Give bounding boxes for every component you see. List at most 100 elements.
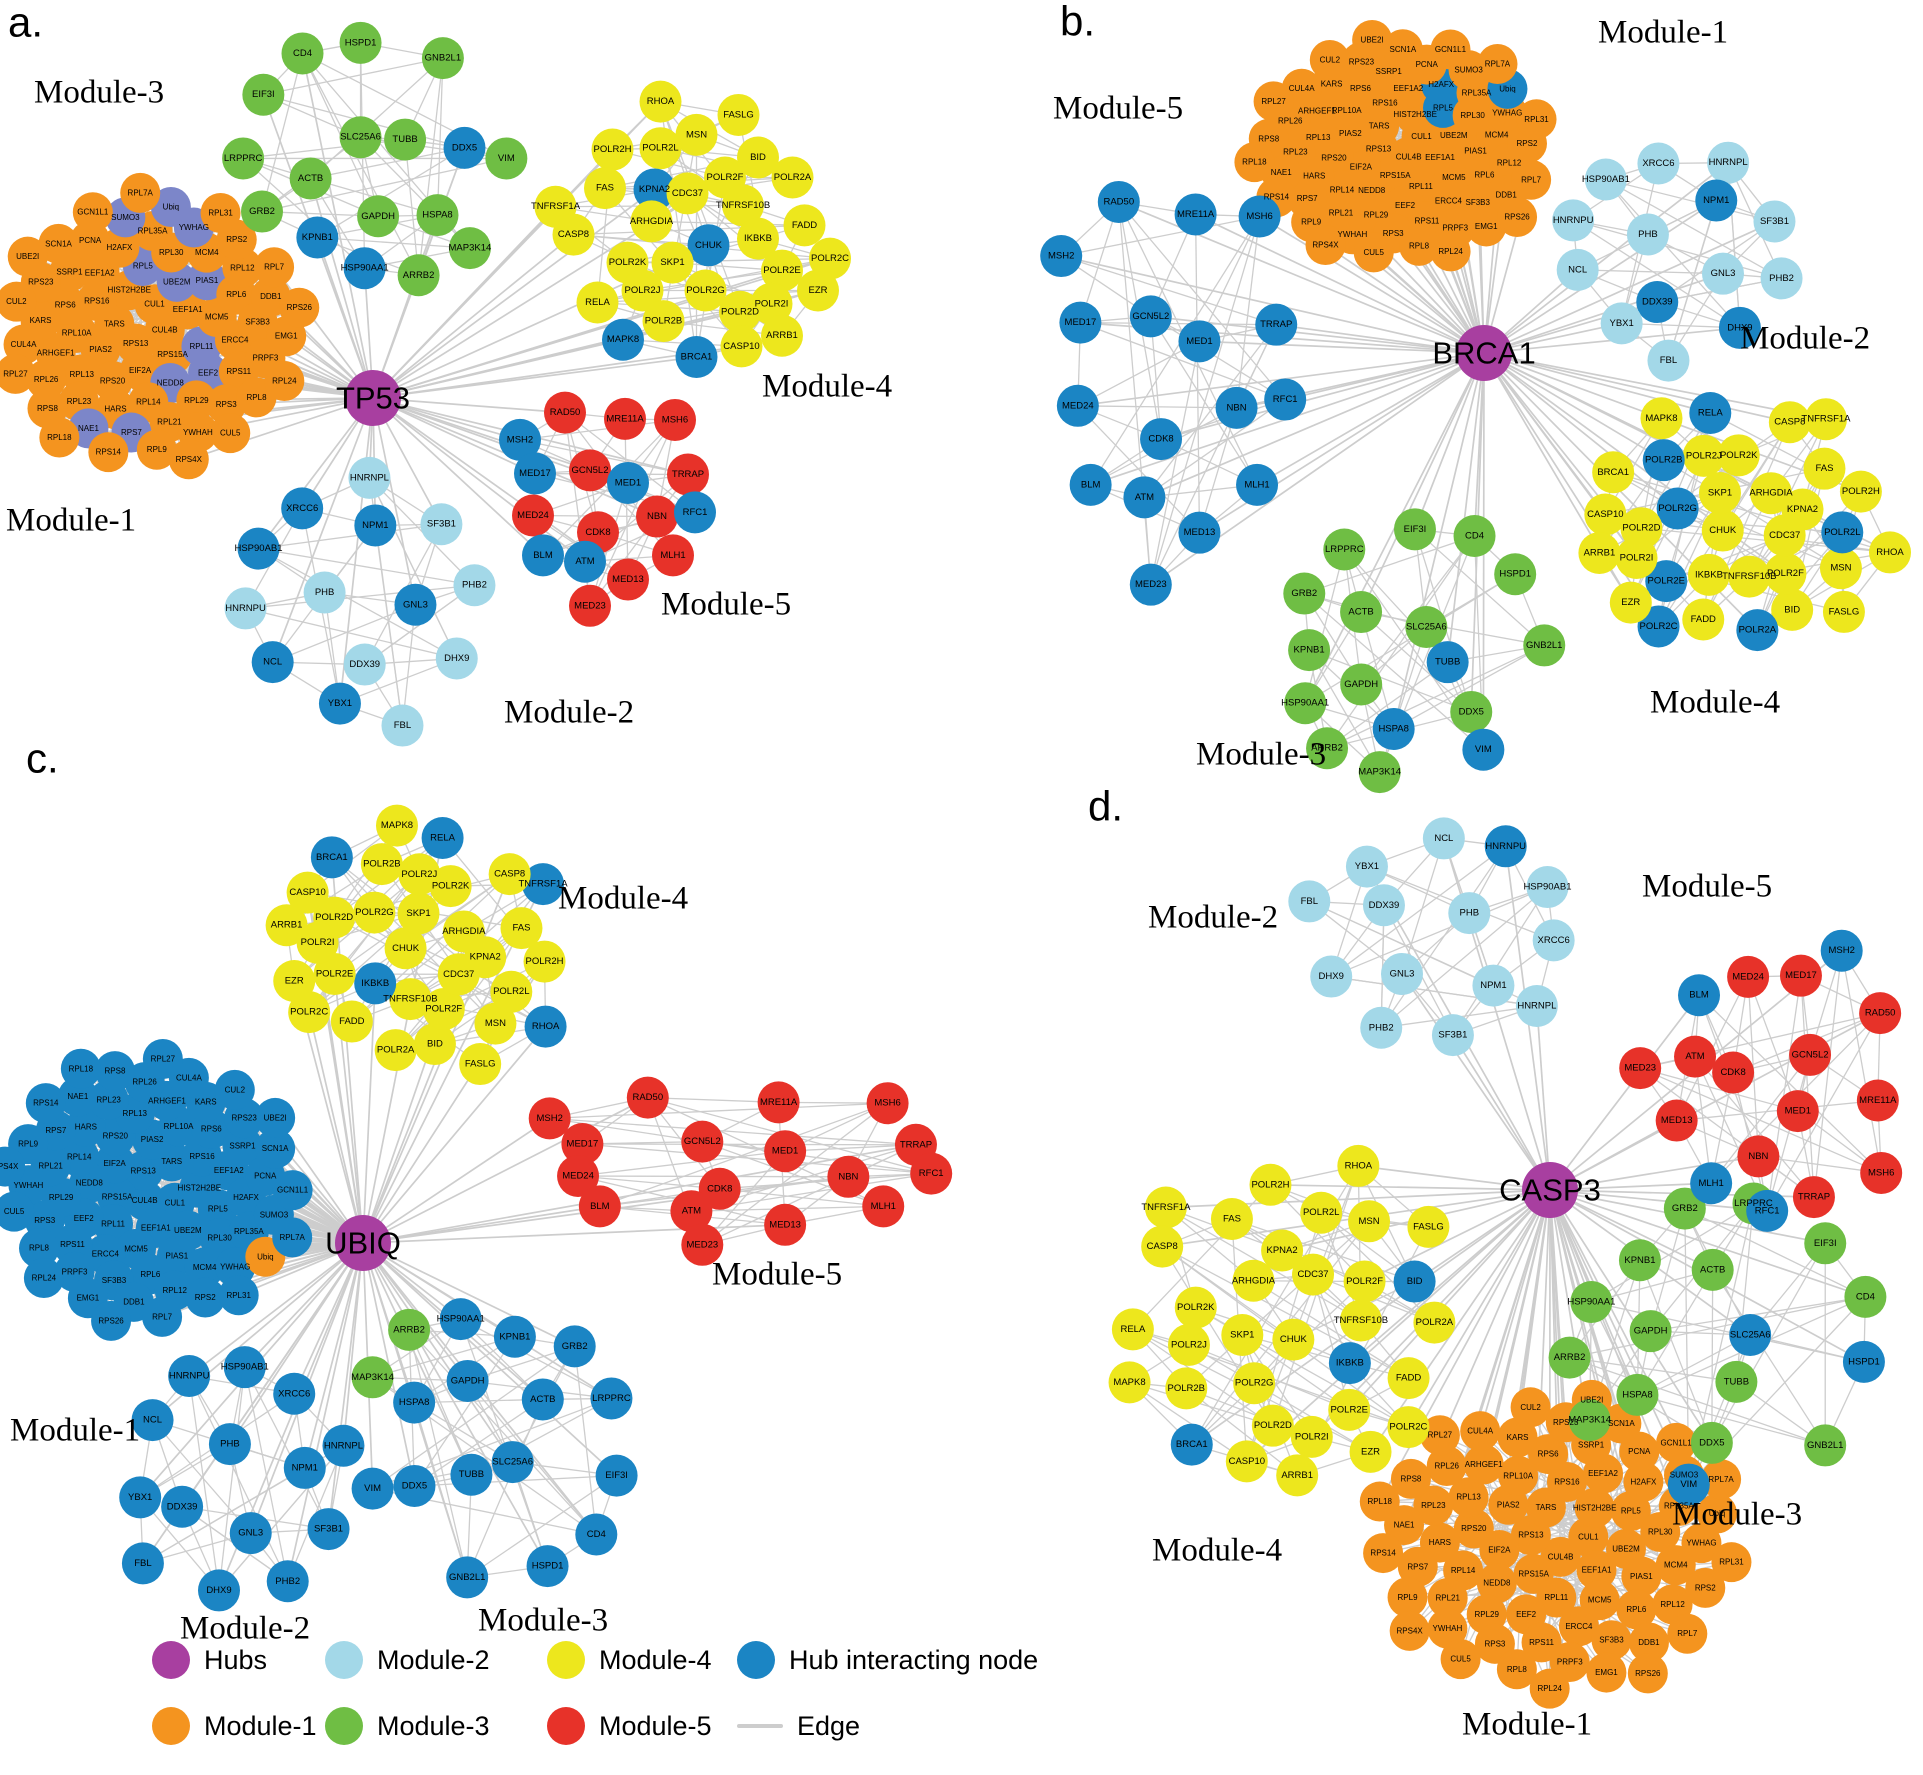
node-GRB2[interactable]: [1283, 572, 1326, 615]
hub-TP53[interactable]: [345, 370, 401, 426]
node-EIF3I[interactable]: [595, 1454, 638, 1497]
node-POLR2I[interactable]: [1290, 1415, 1333, 1458]
node-TNFRSF1A[interactable]: [1144, 1186, 1187, 1229]
node-POLR2F[interactable]: [1343, 1260, 1386, 1303]
node-CASP10[interactable]: [1225, 1440, 1268, 1483]
node-RPL18[interactable]: [60, 1048, 101, 1089]
node-NPM1[interactable]: [283, 1446, 326, 1489]
node-CUL4A[interactable]: [1460, 1411, 1501, 1452]
node-POLR2H[interactable]: [1839, 470, 1882, 513]
hub-BRCA1[interactable]: [1456, 325, 1512, 381]
node-ARHGEF1[interactable]: [1463, 1444, 1504, 1485]
node-EMG1[interactable]: [1466, 206, 1507, 247]
node-POLR2E[interactable]: [313, 953, 356, 996]
node-RPL18[interactable]: [1359, 1481, 1400, 1522]
node-SF3B1[interactable]: [1753, 200, 1796, 243]
node-RPL9[interactable]: [1387, 1577, 1428, 1618]
node-POLR2J[interactable]: [398, 853, 441, 896]
node-MED23[interactable]: [569, 584, 611, 627]
node-RPL7[interactable]: [254, 247, 295, 288]
node-SCN1A[interactable]: [38, 223, 79, 264]
node-EMG1[interactable]: [1586, 1652, 1627, 1693]
node-PHB[interactable]: [208, 1423, 251, 1466]
node-GAPDH[interactable]: [357, 195, 400, 238]
node-RPL27[interactable]: [1253, 81, 1294, 122]
node-POLR2I[interactable]: [296, 921, 339, 964]
node-FAS[interactable]: [584, 167, 626, 210]
node-POLR2A[interactable]: [1736, 609, 1779, 652]
node-RPL8[interactable]: [19, 1228, 60, 1269]
node-SF3B1[interactable]: [420, 503, 463, 546]
node-MLH1[interactable]: [1236, 463, 1279, 506]
node-MED23[interactable]: [681, 1223, 724, 1266]
node-EZR[interactable]: [1349, 1430, 1392, 1473]
node-IKBKB[interactable]: [1687, 553, 1730, 596]
node-HSPD1[interactable]: [339, 21, 382, 64]
node-RPL7[interactable]: [142, 1296, 183, 1337]
node-BRCA1[interactable]: [310, 836, 353, 879]
node-BID[interactable]: [737, 136, 779, 179]
node-RPL24[interactable]: [1430, 231, 1471, 272]
node-RPL31[interactable]: [1711, 1542, 1752, 1583]
node-POLR2H[interactable]: [591, 128, 634, 171]
node-HSP90AA1[interactable]: [343, 247, 386, 290]
node-HSPD1[interactable]: [1842, 1340, 1885, 1383]
node-POLR2H[interactable]: [1249, 1163, 1292, 1206]
node-POLR2B[interactable]: [1642, 439, 1685, 482]
node-VIM[interactable]: [485, 137, 528, 180]
node-POLR2D[interactable]: [719, 290, 761, 333]
node-RPL8[interactable]: [1496, 1649, 1537, 1690]
node-LRPPRC[interactable]: [1323, 528, 1366, 571]
node-RHOA[interactable]: [639, 80, 682, 123]
node-ARRB2[interactable]: [1306, 727, 1349, 770]
node-ARHGDIA[interactable]: [1232, 1259, 1275, 1302]
node-NCL[interactable]: [131, 1399, 174, 1442]
node-MED1[interactable]: [607, 461, 649, 504]
node-XRCC6[interactable]: [1637, 142, 1680, 185]
node-PHB2[interactable]: [266, 1560, 309, 1603]
node-DDX5[interactable]: [393, 1464, 436, 1507]
node-GRB2[interactable]: [1663, 1187, 1706, 1230]
node-POLR2I[interactable]: [1615, 536, 1658, 579]
node-ARHGDIA[interactable]: [1750, 472, 1793, 515]
node-MED17[interactable]: [1779, 954, 1822, 997]
node-POLR2L[interactable]: [639, 127, 682, 170]
node-SF3B1[interactable]: [307, 1508, 350, 1551]
node-GNB2L1[interactable]: [421, 37, 464, 80]
node-SCN1A[interactable]: [255, 1128, 296, 1169]
node-BLM[interactable]: [1678, 974, 1721, 1017]
node-MAP3K14[interactable]: [448, 227, 491, 270]
node-RPS8[interactable]: [1390, 1458, 1431, 1499]
node-FADD[interactable]: [1682, 598, 1725, 641]
node-CASP8[interactable]: [1141, 1225, 1184, 1268]
node-H2AFX[interactable]: [1623, 1461, 1664, 1502]
node-RPS26[interactable]: [91, 1300, 132, 1341]
node-POLR2G[interactable]: [1656, 487, 1699, 530]
node-BID[interactable]: [413, 1023, 456, 1066]
node-EEF1A1[interactable]: [1576, 1550, 1617, 1591]
node-GAPDH[interactable]: [1340, 663, 1383, 706]
node-GNL3[interactable]: [394, 583, 437, 626]
node-CUL2[interactable]: [214, 1069, 255, 1110]
node-CUL2[interactable]: [1510, 1387, 1551, 1428]
node-NBN[interactable]: [636, 495, 678, 538]
node-KPNB1[interactable]: [1288, 629, 1331, 672]
node-HSPD1[interactable]: [1494, 553, 1537, 596]
node-BID[interactable]: [1393, 1260, 1436, 1303]
node-FBL[interactable]: [121, 1542, 164, 1585]
node-HARS[interactable]: [65, 1106, 106, 1147]
node-FADD[interactable]: [330, 1000, 373, 1043]
node-TRRAP[interactable]: [1255, 303, 1298, 346]
node-GCN5L2[interactable]: [569, 449, 611, 492]
node-TUBB[interactable]: [1715, 1360, 1758, 1403]
node-GNB2L1[interactable]: [1523, 624, 1566, 667]
node-DDX39[interactable]: [343, 643, 386, 686]
node-ARRB1[interactable]: [761, 314, 803, 357]
node-POLR2K[interactable]: [1717, 434, 1760, 477]
node-PHB2[interactable]: [453, 564, 496, 607]
node-PHB2[interactable]: [1760, 257, 1803, 300]
node-POLR2C[interactable]: [809, 237, 851, 280]
node-HNRNPL[interactable]: [1515, 985, 1558, 1028]
node-RPL7A[interactable]: [272, 1217, 313, 1258]
node-SLC25A6[interactable]: [1729, 1313, 1772, 1356]
